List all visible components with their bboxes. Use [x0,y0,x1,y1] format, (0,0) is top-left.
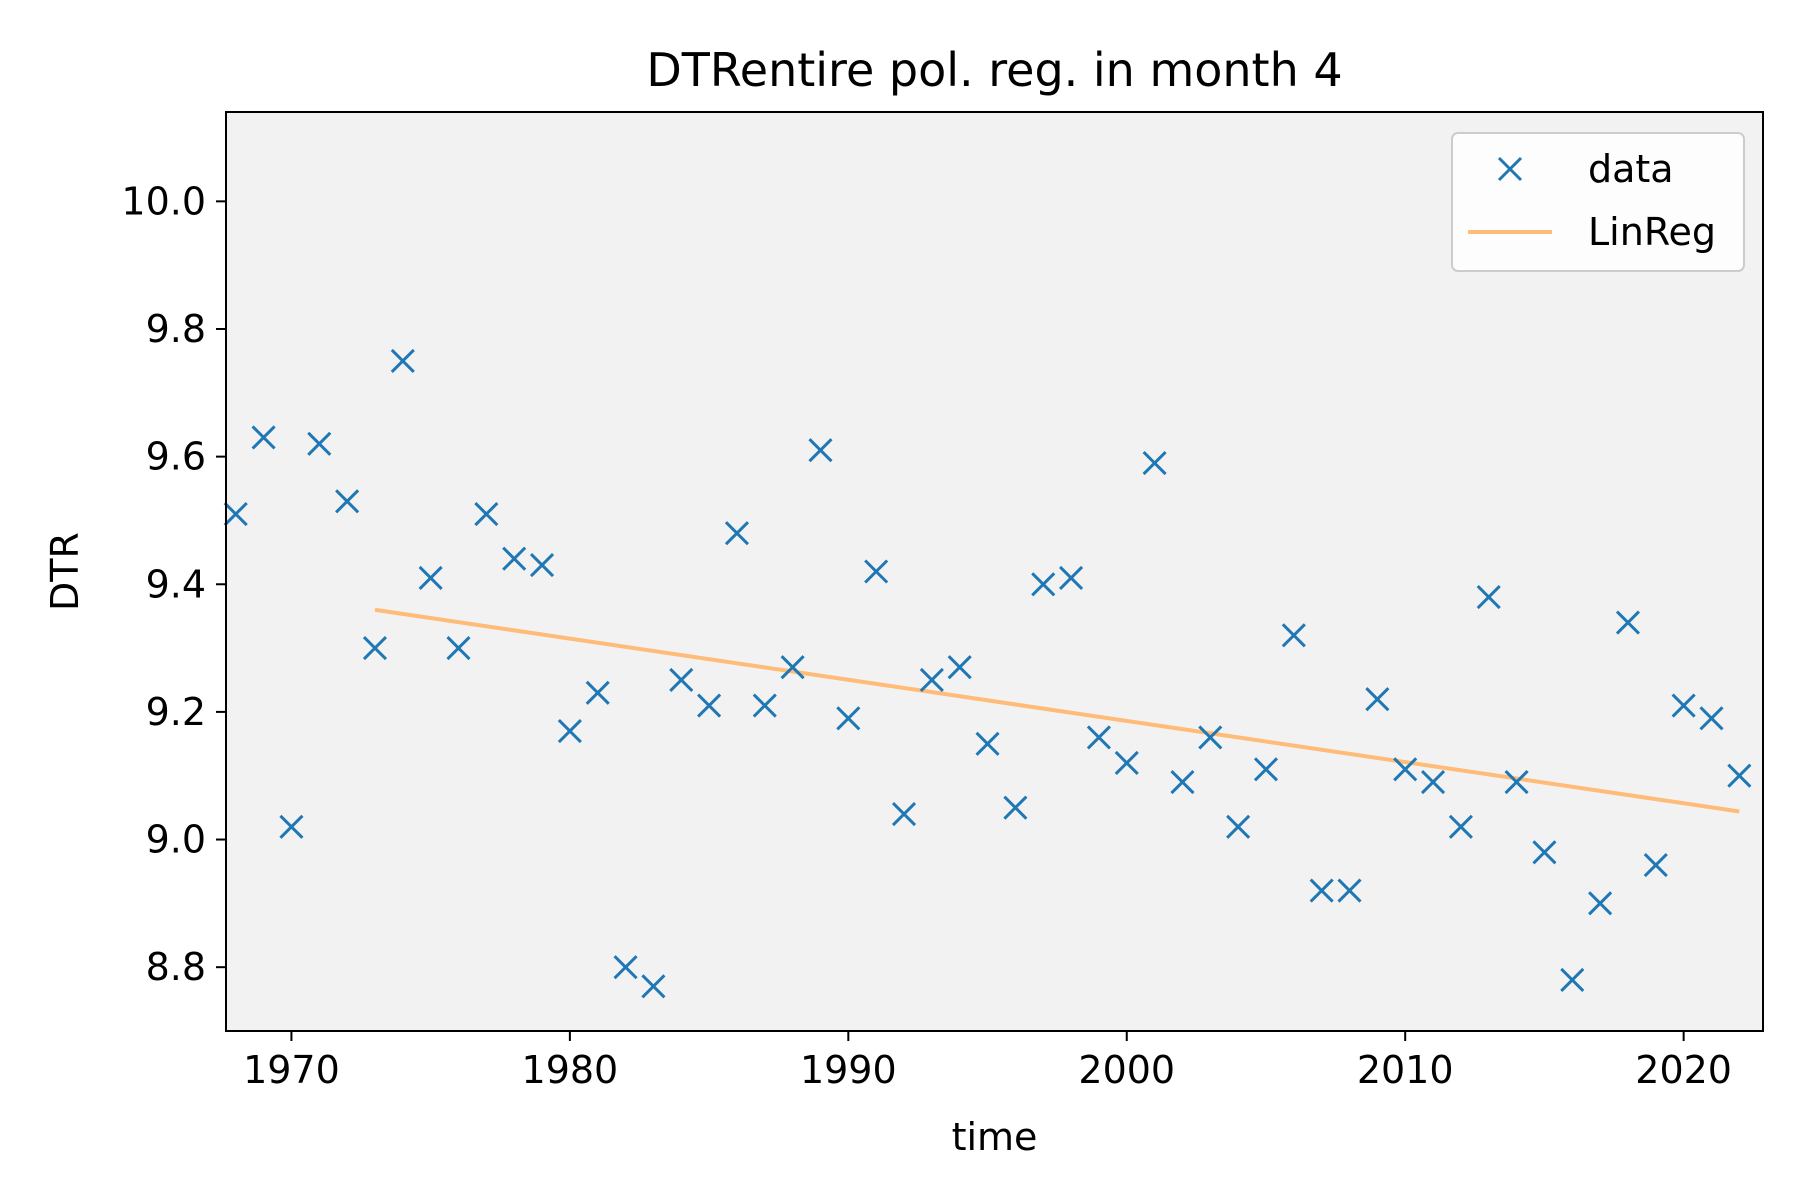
data-point [1114,750,1139,776]
data-point [223,502,248,527]
data-point [1253,757,1279,782]
data-point [1170,770,1195,795]
data-point [1365,687,1390,712]
data-point [1671,693,1696,718]
data-point [1560,967,1585,993]
legend-label-linreg: LinReg [1588,210,1716,254]
data-point [1727,763,1752,788]
data-point [752,693,777,718]
data-point [891,801,917,827]
data-point [919,667,944,693]
data-point [390,348,415,373]
points-layer [223,348,1752,999]
chart-title: DTRentire pol. reg. in month 4 [646,43,1342,97]
y-tick-label: 8.8 [146,945,206,989]
y-tick-label: 9.4 [146,562,206,606]
y-tick-label: 9.8 [146,307,206,351]
data-point [1476,584,1501,610]
x-tick-label: 2000 [1078,1048,1175,1092]
data-point [780,655,805,680]
data-point [1532,840,1557,865]
data-point [641,974,666,999]
y-tick-label: 9.6 [146,435,206,479]
data-point [1615,610,1641,635]
x-axis-label: time [952,1115,1038,1159]
y-tick-label: 9.0 [146,818,206,862]
data-point [1059,565,1084,590]
data-point [1393,757,1418,782]
data-point [1643,853,1668,878]
y-tick-label: 10.0 [121,179,206,223]
data-point [446,636,471,661]
data-point [1226,814,1251,839]
x-tick-label: 2010 [1357,1048,1454,1092]
data-point [307,431,332,456]
data-point [474,502,499,527]
x-axis: 1970 1980 1990 2000 2010 2020 [243,1031,1732,1092]
data-point [1003,795,1028,820]
data-point [669,667,694,693]
data-point [529,553,555,578]
plot-frame [225,111,1764,1032]
data-point [947,655,972,680]
data-point [362,636,388,661]
data-point [1588,891,1613,916]
data-point [1086,725,1111,750]
data-point [1420,770,1446,795]
legend-box [1451,132,1745,272]
data-point [1337,878,1362,903]
data-point [864,559,889,584]
legend: data LinReg [1451,132,1745,272]
data-point [724,521,750,546]
data-point [697,693,722,718]
data-point [836,706,861,731]
data-point [1448,814,1473,839]
y-tick-label: 9.2 [146,690,206,734]
data-point [1142,450,1167,476]
data-point [1504,770,1529,795]
y-axis: 8.8 9.0 9.2 9.4 9.6 9.8 10.0 [121,179,226,989]
data-point [1309,878,1334,903]
data-point [808,438,833,463]
data-point [418,565,443,590]
data-point [1281,623,1306,648]
data-point [335,489,360,514]
data-point [1031,572,1056,597]
legend-label-data: data [1588,147,1674,191]
data-point [585,680,610,705]
x-tick-label: 1990 [800,1048,897,1092]
data-point [251,425,276,450]
data-point [975,731,1000,756]
data-point [1198,725,1223,750]
data-point [279,814,304,839]
legend-marker-data [1497,156,1523,182]
y-axis-label: DTR [43,532,87,611]
data-point [557,718,582,744]
x-tick-label: 2020 [1635,1048,1732,1092]
data-point [1699,706,1724,731]
x-tick-label: 1980 [522,1048,619,1092]
x-tick-label: 1970 [243,1048,340,1092]
data-point [502,546,527,571]
data-point [613,955,638,980]
